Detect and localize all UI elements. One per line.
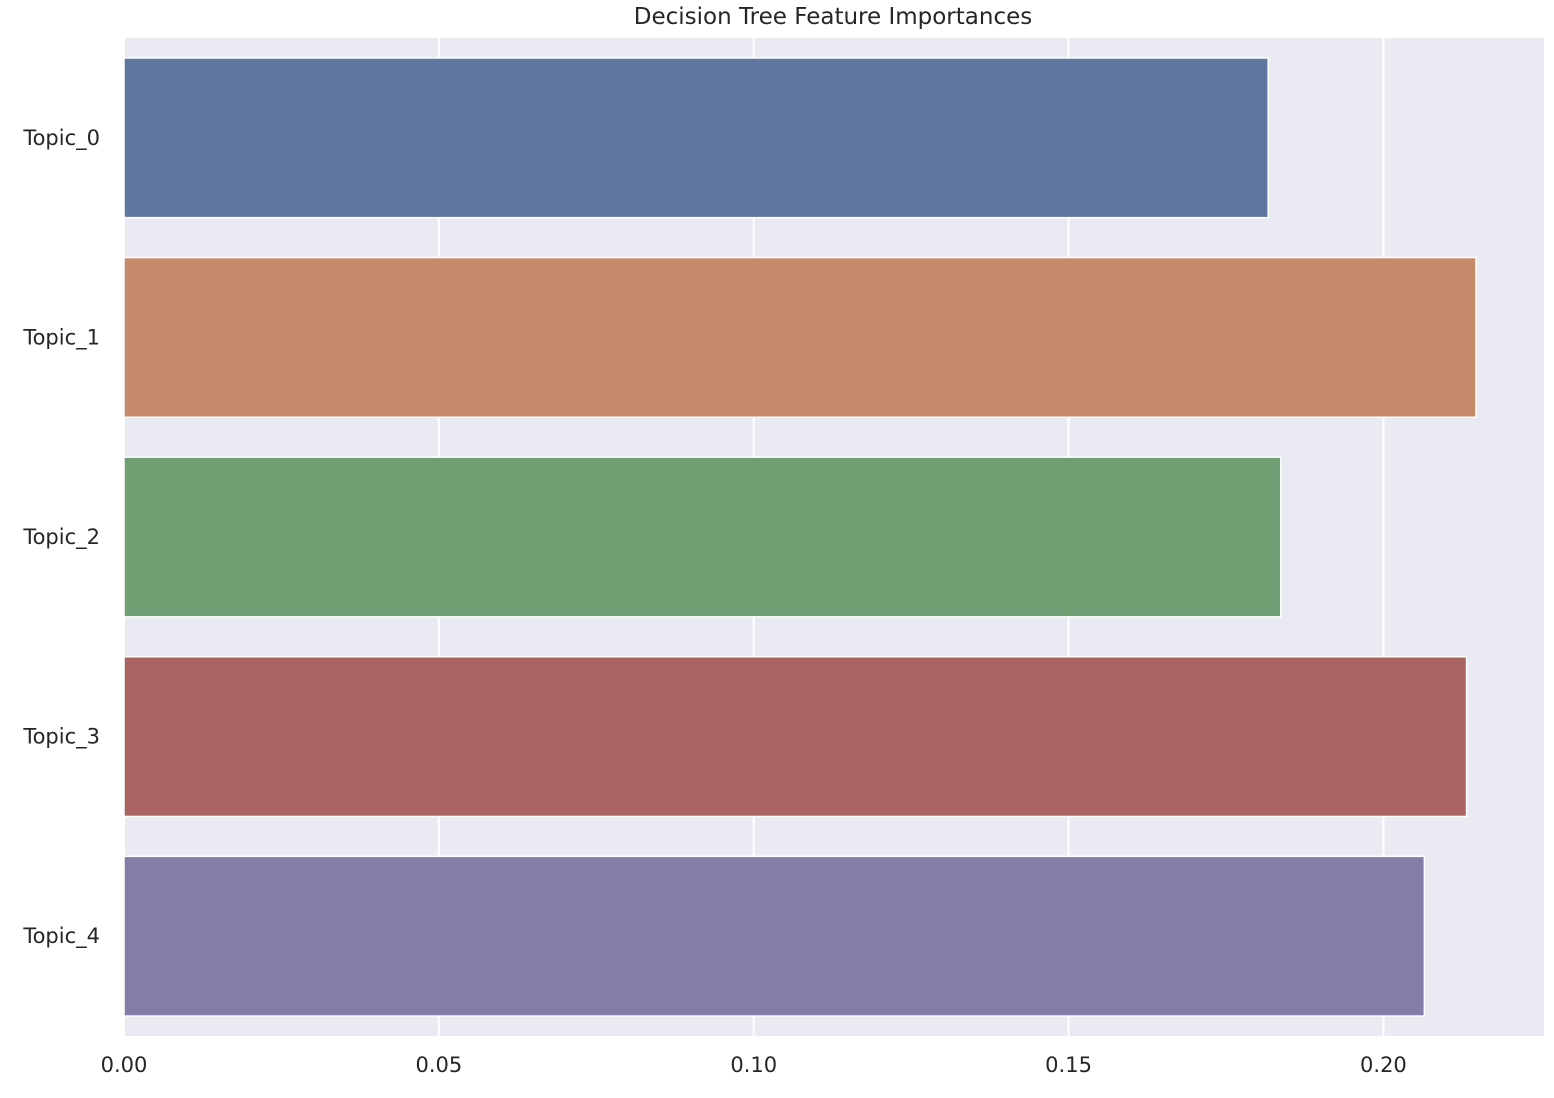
y-tick-label: Topic_2 [22,525,100,550]
bar-topic-4 [123,855,1426,1017]
y-tick-labels: Topic_0 Topic_1 Topic_2 Topic_3 Topic_4 [22,126,100,949]
bar-topic-1 [123,256,1477,418]
bar-topic-3 [123,656,1468,818]
bar-topic-2 [123,456,1282,618]
x-tick-label: 0.00 [101,1053,148,1077]
y-tick-label: Topic_0 [22,126,100,151]
x-tick-label: 0.05 [415,1053,462,1077]
y-tick-label: Topic_1 [22,325,100,350]
y-tick-label: Topic_4 [22,924,100,949]
y-tick-label: Topic_3 [22,725,100,750]
chart-title: Decision Tree Feature Importances [634,4,1032,30]
x-tick-label: 0.15 [1045,1053,1092,1077]
bars [123,57,1477,1017]
x-tick-label: 0.10 [730,1053,777,1077]
x-tick-labels: 0.00 0.05 0.10 0.15 0.20 [101,1053,1407,1077]
x-tick-label: 0.20 [1360,1053,1407,1077]
bar-topic-0 [123,57,1269,219]
